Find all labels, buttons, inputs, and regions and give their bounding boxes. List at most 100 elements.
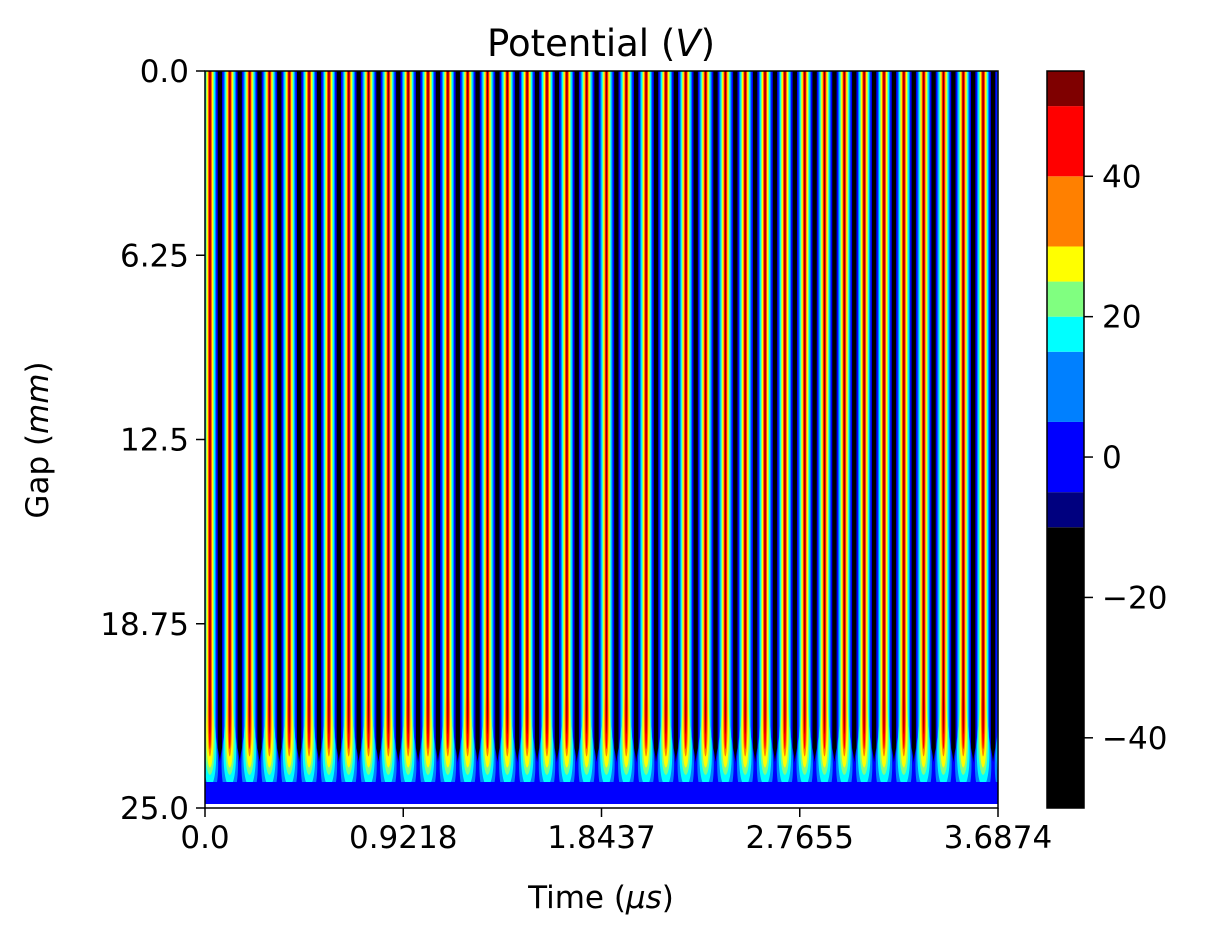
y-tick-label: 12.5 bbox=[120, 423, 189, 459]
contour-band bbox=[784, 71, 786, 735]
contour-cycle bbox=[694, 71, 717, 808]
contour-cycle bbox=[912, 71, 935, 808]
contour-cycle bbox=[417, 71, 439, 808]
colorbar-segment bbox=[1047, 421, 1084, 493]
x-axis: 0.0 0.9218 1.8437 2.7655 3.6874 bbox=[180, 808, 1052, 856]
contour-band bbox=[645, 71, 647, 735]
contour-band bbox=[368, 71, 370, 735]
colorbar-segment bbox=[1047, 492, 1084, 528]
contour-band bbox=[1002, 71, 1003, 734]
contour-band bbox=[605, 71, 607, 735]
contour-band bbox=[685, 71, 687, 735]
contour-cycle bbox=[397, 71, 420, 808]
y-tick-label: 18.75 bbox=[100, 607, 189, 643]
contour-band bbox=[883, 71, 885, 735]
contour-band bbox=[903, 71, 905, 735]
contour-band bbox=[999, 71, 1006, 767]
contour-cycle bbox=[337, 71, 360, 808]
contour-band bbox=[843, 71, 845, 735]
bottom-boundary-band bbox=[205, 782, 998, 804]
contour-band bbox=[348, 71, 350, 735]
contour-band bbox=[982, 71, 984, 735]
contour-cycle bbox=[932, 71, 955, 808]
contour-cycle bbox=[734, 71, 757, 808]
contour-band bbox=[427, 71, 429, 735]
contour-band bbox=[923, 71, 925, 735]
contour-band bbox=[328, 71, 330, 735]
contour-cycle bbox=[893, 71, 915, 808]
colorbar-tick-label: −20 bbox=[1102, 580, 1167, 616]
contour-band bbox=[705, 71, 707, 735]
contour-cycle bbox=[575, 71, 598, 808]
colorbar-tick-label: −40 bbox=[1102, 721, 1167, 757]
contour-cycle bbox=[536, 71, 558, 808]
colorbar-segment bbox=[1047, 246, 1084, 282]
colorbar: 40 20 0 −20 −40 bbox=[1046, 70, 1167, 809]
contour-band bbox=[387, 71, 389, 735]
contour-cycle bbox=[615, 71, 638, 808]
contour-cycle bbox=[516, 71, 538, 808]
contour-band bbox=[526, 71, 528, 735]
colorbar-segment bbox=[1047, 316, 1084, 352]
contour-band bbox=[308, 71, 310, 735]
contour-cycle bbox=[774, 71, 796, 808]
contour-band bbox=[962, 71, 964, 735]
contour-cycle bbox=[655, 71, 677, 808]
contour-cycle bbox=[496, 71, 519, 808]
chart-title: Potential (V) bbox=[487, 22, 715, 65]
contour-band bbox=[863, 71, 865, 735]
contour-band bbox=[209, 71, 211, 735]
contour-cycle bbox=[357, 71, 380, 808]
contour-band bbox=[268, 71, 270, 735]
plot-area bbox=[204, 70, 1008, 809]
contour-cycle bbox=[437, 71, 459, 808]
contour-cycle bbox=[278, 71, 301, 808]
x-tick-label: 2.7655 bbox=[745, 820, 853, 856]
contour-cycle bbox=[853, 71, 875, 808]
contour-band bbox=[764, 71, 766, 735]
contour-cycle bbox=[873, 71, 895, 808]
colorbar-segment bbox=[1047, 176, 1084, 247]
x-axis-label: Time (μs) bbox=[527, 880, 674, 916]
y-tick-label: 25.0 bbox=[120, 791, 189, 827]
colorbar-segment bbox=[1047, 351, 1084, 422]
contour-cycle bbox=[635, 71, 657, 808]
contour-band bbox=[249, 71, 251, 735]
contour-band bbox=[998, 71, 1008, 775]
contour-cycle bbox=[972, 71, 994, 808]
contour-band bbox=[1002, 71, 1005, 749]
contour-band bbox=[665, 71, 667, 735]
colorbar-segment bbox=[1047, 106, 1084, 177]
contour-band bbox=[994, 71, 998, 791]
colorbar-tick-label: 40 bbox=[1102, 159, 1141, 195]
contour-cycle bbox=[674, 71, 697, 808]
contour-band bbox=[992, 71, 998, 805]
contour-band bbox=[546, 71, 548, 735]
contour-band bbox=[467, 71, 469, 735]
x-tick-label: 0.0 bbox=[180, 820, 229, 856]
colorbar-tick-label: 20 bbox=[1102, 300, 1141, 336]
y-axis-label: Gap (mm) bbox=[20, 361, 56, 518]
colorbar-segment bbox=[1047, 71, 1084, 107]
contour-band bbox=[942, 71, 944, 735]
colorbar-tick-label: 0 bbox=[1102, 440, 1122, 476]
contour-cycle bbox=[258, 71, 281, 808]
contour-cycle bbox=[377, 71, 400, 808]
contour-band bbox=[804, 71, 806, 735]
contour-cycle bbox=[298, 71, 320, 808]
contour-cycle bbox=[476, 71, 499, 808]
y-tick-label: 6.25 bbox=[120, 238, 189, 274]
x-tick-label: 0.9218 bbox=[349, 820, 457, 856]
contour-band bbox=[229, 71, 231, 735]
bottom-edge bbox=[205, 804, 998, 808]
colorbar-segment bbox=[1047, 527, 1084, 808]
contour-cycle bbox=[833, 71, 856, 808]
contour-cycle bbox=[205, 71, 221, 808]
contour-band bbox=[1001, 71, 1005, 756]
contour-cycle bbox=[595, 71, 618, 808]
contour-cycle bbox=[992, 71, 1008, 805]
x-tick-label: 3.6874 bbox=[944, 820, 1052, 856]
contour-band bbox=[487, 71, 489, 735]
contour-fill bbox=[205, 71, 1008, 808]
contour-cycle bbox=[218, 71, 241, 808]
